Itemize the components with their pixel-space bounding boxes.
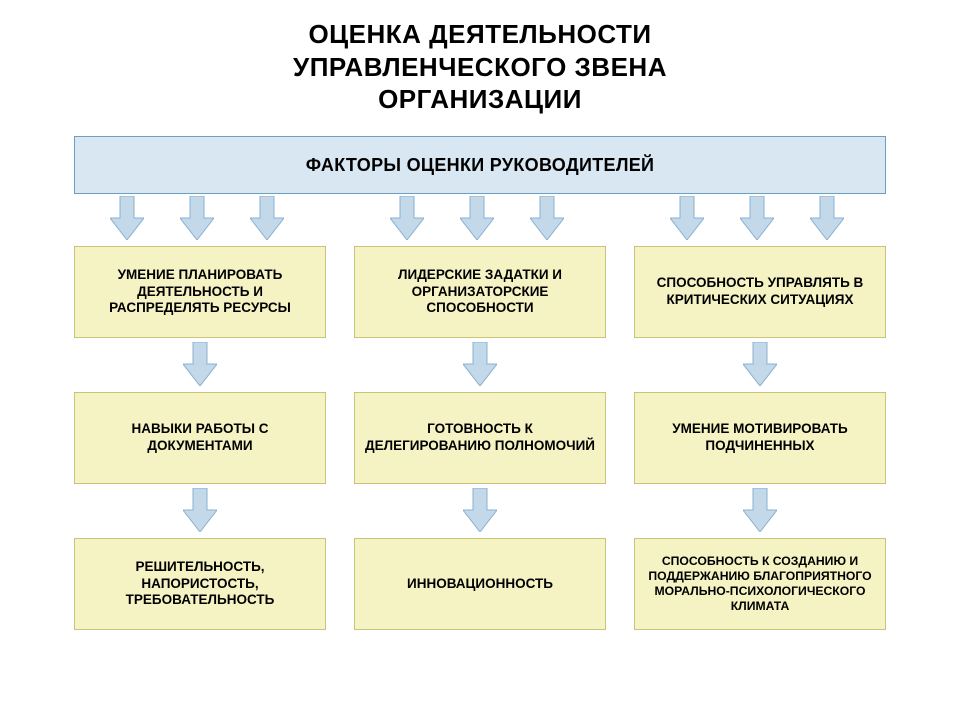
factor-label: ИННОВАЦИОННОСТЬ bbox=[407, 576, 553, 593]
factor-label: УМЕНИЕ ПЛАНИРОВАТЬ ДЕЯТЕЛЬНОСТЬ И РАСПРЕ… bbox=[83, 267, 317, 318]
arrow-icon bbox=[740, 196, 774, 240]
arrow-icon bbox=[110, 196, 144, 240]
factor-label: СПОСОБНОСТЬ УПРАВЛЯТЬ В КРИТИЧЕСКИХ СИТУ… bbox=[643, 275, 877, 309]
arrow-icon bbox=[180, 196, 214, 240]
arrow-icon bbox=[463, 488, 497, 532]
factor-label: НАВЫКИ РАБОТЫ С ДОКУМЕНТАМИ bbox=[83, 421, 317, 455]
title-line-3: ОРГАНИЗАЦИИ bbox=[0, 83, 960, 116]
arrow-icon bbox=[743, 342, 777, 386]
page-title: ОЦЕНКА ДЕЯТЕЛЬНОСТИ УПРАВЛЕНЧЕСКОГО ЗВЕН… bbox=[0, 0, 960, 124]
arrow-icon bbox=[183, 488, 217, 532]
arrow-icon bbox=[250, 196, 284, 240]
title-line-2: УПРАВЛЕНЧЕСКОГО ЗВЕНА bbox=[0, 51, 960, 84]
arrow-icon bbox=[183, 342, 217, 386]
factor-box: НАВЫКИ РАБОТЫ С ДОКУМЕНТАМИ bbox=[74, 392, 326, 484]
arrow-icon bbox=[390, 196, 424, 240]
arrow-icon bbox=[743, 488, 777, 532]
arrow-icon bbox=[530, 196, 564, 240]
factor-box: ИННОВАЦИОННОСТЬ bbox=[354, 538, 606, 630]
header-label: ФАКТОРЫ ОЦЕНКИ РУКОВОДИТЕЛЕЙ bbox=[306, 155, 655, 176]
factor-label: РЕШИТЕЛЬНОСТЬ, НАПОРИСТОСТЬ, ТРЕБОВАТЕЛЬ… bbox=[83, 559, 317, 610]
arrow-icon bbox=[810, 196, 844, 240]
factor-box: РЕШИТЕЛЬНОСТЬ, НАПОРИСТОСТЬ, ТРЕБОВАТЕЛЬ… bbox=[74, 538, 326, 630]
header-box: ФАКТОРЫ ОЦЕНКИ РУКОВОДИТЕЛЕЙ bbox=[74, 136, 886, 194]
factor-label: ГОТОВНОСТЬ К ДЕЛЕГИРОВАНИЮ ПОЛНОМОЧИЙ bbox=[363, 421, 597, 455]
factor-box: СПОСОБНОСТЬ УПРАВЛЯТЬ В КРИТИЧЕСКИХ СИТУ… bbox=[634, 246, 886, 338]
factor-label: УМЕНИЕ МОТИВИРОВАТЬ ПОДЧИНЕННЫХ bbox=[643, 421, 877, 455]
factor-box: ГОТОВНОСТЬ К ДЕЛЕГИРОВАНИЮ ПОЛНОМОЧИЙ bbox=[354, 392, 606, 484]
title-line-1: ОЦЕНКА ДЕЯТЕЛЬНОСТИ bbox=[0, 18, 960, 51]
factor-box: УМЕНИЕ МОТИВИРОВАТЬ ПОДЧИНЕННЫХ bbox=[634, 392, 886, 484]
factor-box: СПОСОБНОСТЬ К СОЗДАНИЮ И ПОДДЕРЖАНИЮ БЛА… bbox=[634, 538, 886, 630]
factor-box: УМЕНИЕ ПЛАНИРОВАТЬ ДЕЯТЕЛЬНОСТЬ И РАСПРЕ… bbox=[74, 246, 326, 338]
factor-label: ЛИДЕРСКИЕ ЗАДАТКИ И ОРГАНИЗАТОРСКИЕ СПОС… bbox=[363, 267, 597, 318]
factor-label: СПОСОБНОСТЬ К СОЗДАНИЮ И ПОДДЕРЖАНИЮ БЛА… bbox=[643, 554, 877, 615]
arrow-icon bbox=[460, 196, 494, 240]
arrow-icon bbox=[670, 196, 704, 240]
factor-box: ЛИДЕРСКИЕ ЗАДАТКИ И ОРГАНИЗАТОРСКИЕ СПОС… bbox=[354, 246, 606, 338]
arrow-icon bbox=[463, 342, 497, 386]
